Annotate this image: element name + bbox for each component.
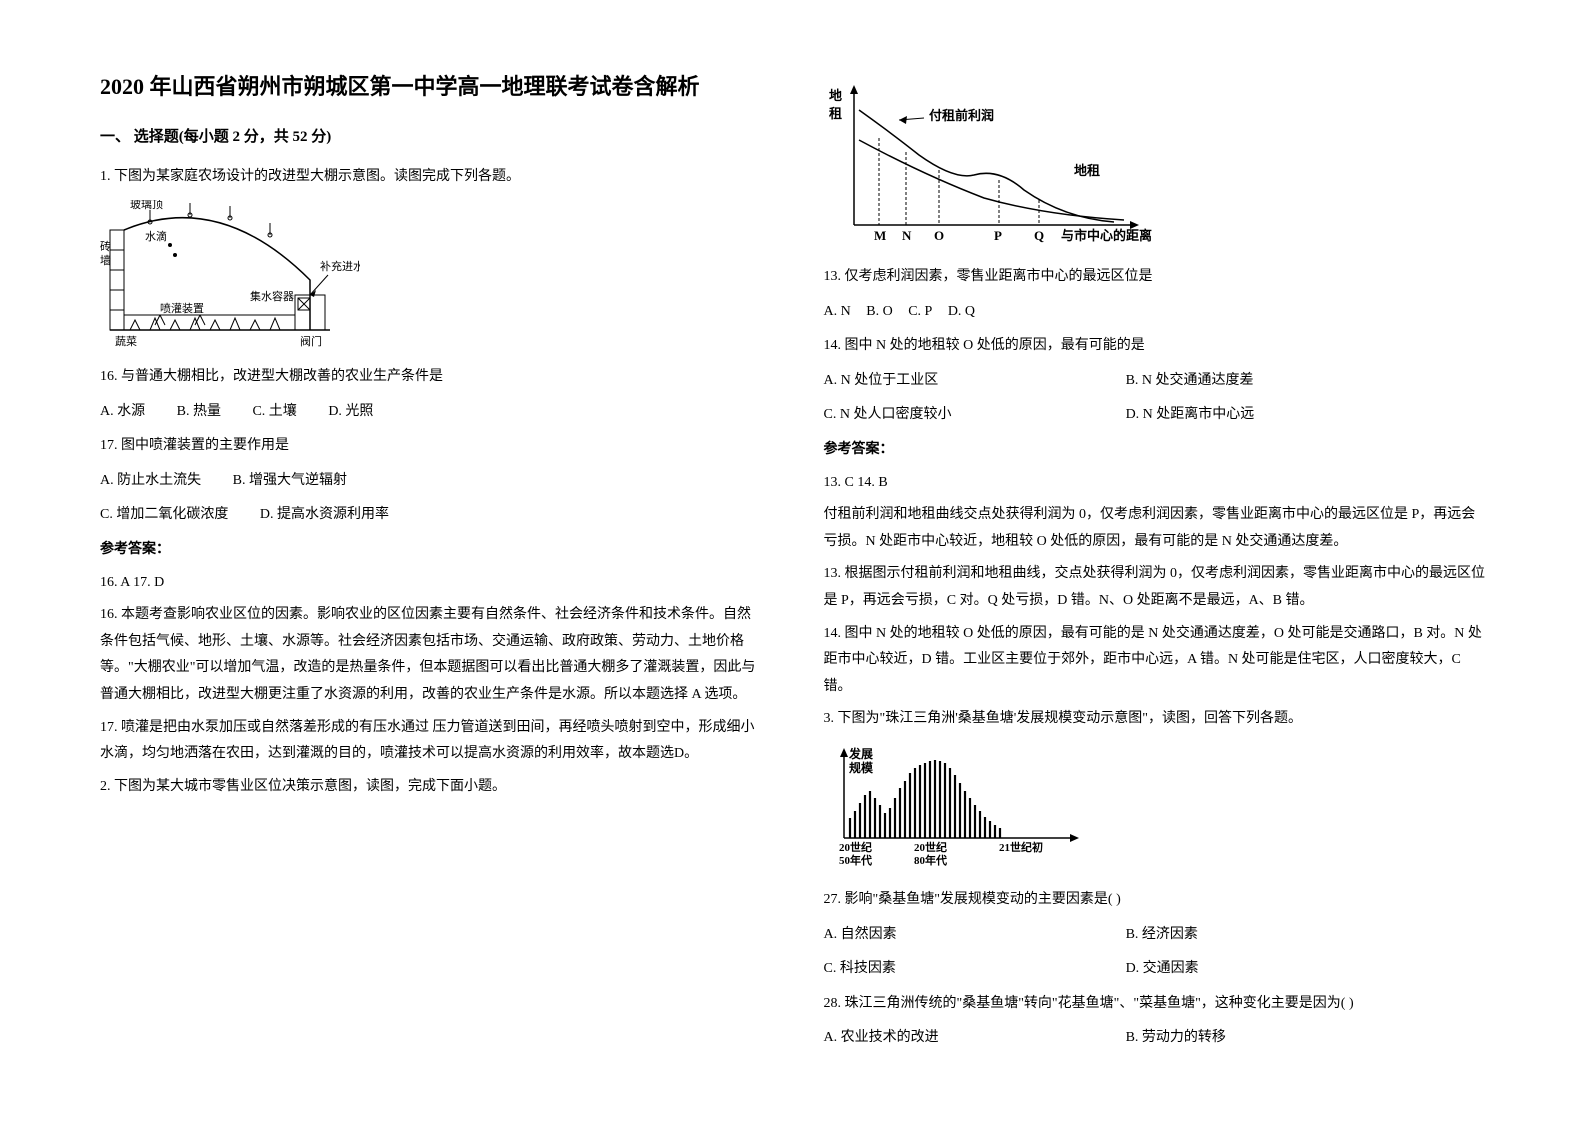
q3-sub27-opt-a: A. 自然因素: [824, 922, 1123, 949]
q2-answer-label: 参考答案：: [824, 437, 1488, 464]
q2-sub14-options-1: A. N 处位于工业区 B. N 处交通通达度差: [824, 368, 1488, 395]
scale-xtick-3: 21世纪初: [999, 840, 1043, 854]
q2-sub14-opt-a: A. N 处位于工业区: [824, 368, 1123, 395]
q3-sub27-options-1: A. 自然因素 B. 经济因素: [824, 922, 1488, 949]
label-profit-curve: 付租前利润: [929, 108, 994, 123]
q1-sub16-options: A. 水源 B. 热量 C. 土壤 D. 光照: [100, 399, 764, 426]
q1-answer-line: 16. A 17. D: [100, 570, 764, 597]
q2-expl13: 13. 根据图示付租前利润和地租曲线，交点处获得利润为 0，仅考虑利润因素，零售…: [824, 561, 1488, 614]
q2-expl14: 14. 图中 N 处的地租较 O 处低的原因，最有可能的是 N 处交通通达度差，…: [824, 621, 1488, 701]
q3-sub27-opt-d: D. 交通因素: [1126, 956, 1425, 983]
q3-sub27-opt-c: C. 科技因素: [824, 956, 1123, 983]
q2-sub13-opt-d: D. Q: [948, 299, 975, 326]
q1-expl17: 17. 喷灌是把由水泵加压或自然落差形成的有压水通过 压力管道送到田间，再经喷头…: [100, 715, 764, 768]
q2-expl-intro: 付租前利润和地租曲线交点处获得利润为 0，仅考虑利润因素，零售业距离市中心的最远…: [824, 502, 1488, 555]
rent-tick-p: P: [994, 228, 1002, 243]
label-drip: 水滴: [145, 229, 167, 243]
scale-xtick-1: 20世纪50年代: [839, 840, 872, 867]
label-glass-top: 玻璃顶: [130, 200, 163, 211]
q2-sub14-opt-d: D. N 处距离市中心远: [1126, 402, 1425, 429]
label-rent-curve: 地租: [1074, 163, 1100, 178]
q3-sub28-opt-a: A. 农业技术的改进: [824, 1025, 1123, 1052]
rent-tick-o: O: [934, 228, 944, 243]
scale-y-label: 发展规模: [848, 746, 874, 775]
q2-sub14-options-2: C. N 处人口密度较小 D. N 处距离市中心远: [824, 402, 1488, 429]
label-supplement: 补充进水: [320, 259, 360, 273]
scale-svg: 发展规模 20世纪50年代 20世纪80年代 21世纪初: [824, 743, 1084, 873]
q1-sub17-stem: 17. 图中喷灌装置的主要作用是: [100, 433, 764, 460]
q1-sub17-opt-d: D. 提高水资源利用率: [260, 502, 389, 529]
label-veg: 蔬菜: [115, 335, 137, 348]
q2-sub14-opt-c: C. N 处人口密度较小: [824, 402, 1123, 429]
document-title: 2020 年山西省朔州市朔城区第一中学高一地理联考试卷含解析: [100, 70, 764, 103]
q1-sub16-opt-d: D. 光照: [328, 399, 373, 426]
label-valve: 阀门: [300, 334, 322, 348]
rent-tick-n: N: [902, 228, 912, 243]
q2-stem: 2. 下图为某大城市零售业区位决策示意图，读图，完成下面小题。: [100, 774, 764, 801]
label-brick-wall: 砖墙: [100, 239, 111, 267]
q1-sub17-options-1: A. 防止水土流失 B. 增强大气逆辐射: [100, 468, 764, 495]
rent-y-label-1: 地: [829, 88, 842, 103]
q1-sub16-opt-a: A. 水源: [100, 399, 145, 426]
q2-answer-line: 13. C 14. B: [824, 470, 1488, 497]
label-collector: 集水容器: [250, 289, 294, 303]
q3-sub28-opt-b: B. 劳动力的转移: [1126, 1025, 1425, 1052]
q3-sub27-opt-b: B. 经济因素: [1126, 922, 1425, 949]
q3-sub27-stem: 27. 影响"桑基鱼塘"发展规模变动的主要因素是( ): [824, 887, 1488, 914]
q1-sub16-opt-c: C. 土壤: [252, 399, 296, 426]
greenhouse-figure: 玻璃顶 砖墙 水滴 补充进水 集水容器 喷灌装置 阀门 蔬菜: [100, 200, 764, 350]
rent-curve-figure: 地 租 付租前利润 地租 M N O P Q 与市中心的距离: [824, 80, 1488, 250]
right-column: 地 租 付租前利润 地租 M N O P Q 与市中心的距离 13. 仅考虑利润…: [824, 70, 1488, 1082]
q1-sub17-opt-c: C. 增加二氧化碳浓度: [100, 502, 228, 529]
rent-curve-svg: 地 租 付租前利润 地租 M N O P Q 与市中心的距离: [824, 80, 1154, 250]
q1-sub16-opt-b: B. 热量: [177, 399, 221, 426]
q2-sub13-options: A. N B. O C. P D. Q: [824, 299, 1488, 326]
q1-expl16: 16. 本题考查影响农业区位的因素。影响农业的区位因素主要有自然条件、社会经济条…: [100, 602, 764, 708]
q2-sub13-opt-b: B. O: [866, 299, 892, 326]
left-column: 2020 年山西省朔州市朔城区第一中学高一地理联考试卷含解析 一、 选择题(每小…: [100, 70, 764, 1082]
q1-sub17-options-2: C. 增加二氧化碳浓度 D. 提高水资源利用率: [100, 502, 764, 529]
q1-sub16-stem: 16. 与普通大棚相比，改进型大棚改善的农业生产条件是: [100, 364, 764, 391]
q2-sub13-opt-a: A. N: [824, 299, 851, 326]
rent-tick-q: Q: [1034, 228, 1044, 243]
q1-stem: 1. 下图为某家庭农场设计的改进型大棚示意图。读图完成下列各题。: [100, 164, 764, 191]
q3-sub28-stem: 28. 珠江三角洲传统的"桑基鱼塘"转向"花基鱼塘"、"菜基鱼塘"，这种变化主要…: [824, 991, 1488, 1018]
greenhouse-svg: 玻璃顶 砖墙 水滴 补充进水 集水容器 喷灌装置 阀门 蔬菜: [100, 200, 360, 350]
q2-sub14-stem: 14. 图中 N 处的地租较 O 处低的原因，最有可能的是: [824, 333, 1488, 360]
section-heading: 一、 选择题(每小题 2 分，共 52 分): [100, 123, 764, 152]
q2-sub13-stem: 13. 仅考虑利润因素，零售业距离市中心的最远区位是: [824, 264, 1488, 291]
q2-sub14-opt-b: B. N 处交通通达度差: [1126, 368, 1425, 395]
q1-answer-label: 参考答案：: [100, 537, 764, 564]
rent-y-label-2: 租: [829, 106, 842, 121]
rent-x-label: 与市中心的距离: [1061, 228, 1152, 243]
q1-sub17-opt-b: B. 增强大气逆辐射: [233, 468, 347, 495]
scale-figure: 发展规模 20世纪50年代 20世纪80年代 21世纪初: [824, 743, 1488, 873]
q2-sub13-opt-c: C. P: [908, 299, 932, 326]
label-sprinkler: 喷灌装置: [160, 302, 204, 315]
q3-stem: 3. 下图为"珠江三角洲'桑基鱼塘'发展规模变动示意图"，读图，回答下列各题。: [824, 706, 1488, 733]
q3-sub27-options-2: C. 科技因素 D. 交通因素: [824, 956, 1488, 983]
q1-sub17-opt-a: A. 防止水土流失: [100, 468, 201, 495]
q3-sub28-options: A. 农业技术的改进 B. 劳动力的转移: [824, 1025, 1488, 1052]
rent-tick-m: M: [874, 228, 886, 243]
scale-xtick-2: 20世纪80年代: [914, 840, 947, 867]
